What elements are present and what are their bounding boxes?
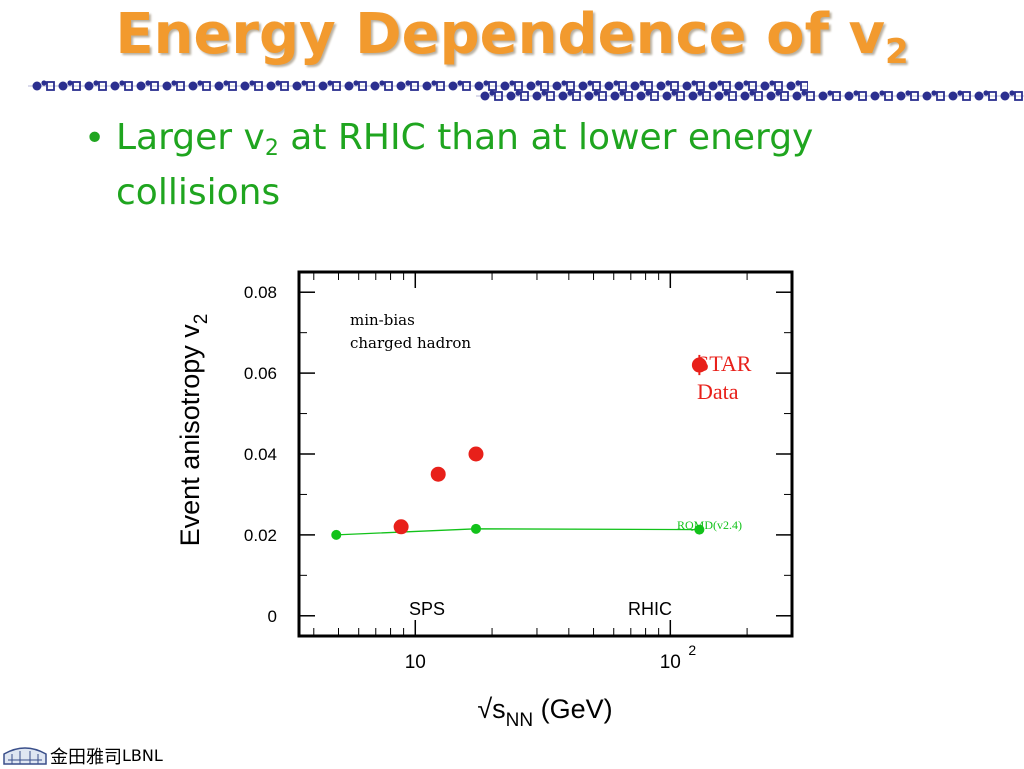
bullet-dot-icon: • — [84, 118, 106, 159]
x-axis-label-subscript: NN — [506, 710, 533, 730]
annotation-rhic: RHIC — [628, 599, 672, 619]
footer-lab-label: LBNL — [122, 746, 163, 765]
y-tick-label: 0.06 — [244, 364, 277, 383]
axis-tick-labels: 0 0.02 0.04 0.06 0.08 10 10 2 — [244, 283, 697, 673]
axis-ticks — [299, 272, 793, 636]
legend-star-line2: Data — [697, 379, 739, 404]
y-axis-label-subscript: 2 — [191, 314, 212, 325]
rqmd-line — [336, 528, 700, 536]
bullet-text-subscript: 2 — [264, 136, 279, 161]
x-axis-label: √sNN (GeV) — [477, 694, 612, 730]
band-pattern — [28, 80, 808, 91]
bullet-text: Larger v2 at RHIC than at lower energy c… — [116, 116, 976, 215]
footer: 金田雅司 LBNL — [0, 738, 240, 768]
y-axis-label: Event anisotropy v2 — [175, 314, 212, 547]
y-tick-label: 0.04 — [244, 445, 277, 464]
rqmd-point — [694, 524, 705, 535]
bullet-text-post: at RHIC than at lower energy collisions — [116, 117, 814, 213]
star-data-point — [393, 519, 409, 535]
star-data-point — [430, 466, 446, 482]
annotation-note-line1: min-bias — [350, 311, 415, 329]
rqmd-point — [470, 523, 481, 534]
footer-author-mark: 金田雅司 — [50, 747, 122, 768]
y-axis-label-text: Event anisotropy v — [175, 324, 205, 547]
title-underline-band-left — [28, 76, 808, 96]
slide-title-text: Energy Dependence of v — [115, 2, 885, 67]
annotation-note-line2: charged hadron — [350, 334, 471, 352]
y-tick-label: 0.02 — [244, 526, 277, 545]
bullet-text-pre: Larger v — [116, 117, 265, 158]
slide-title-subscript: 2 — [884, 32, 909, 72]
star-data-point — [691, 357, 707, 373]
y-tick-label: 0.08 — [244, 283, 277, 302]
title-underline-band-right — [476, 86, 1024, 106]
legend-rqmd-label: RQMD(v2.4) — [677, 518, 742, 532]
data-series — [331, 354, 707, 540]
x-tick-label: 10 — [660, 652, 681, 673]
legend-star-line1: STAR — [697, 351, 752, 376]
x-tick-label-exponent: 2 — [688, 642, 696, 658]
slide-title: Energy Dependence of v2 — [0, 2, 1024, 72]
annotation-sps: SPS — [409, 599, 445, 619]
y-tick-label: 0 — [268, 607, 277, 626]
rqmd-point — [331, 529, 342, 540]
x-axis-label-unit: (GeV) — [533, 694, 613, 724]
chart: 0 0.02 0.04 0.06 0.08 10 10 2 Event anisotropy … — [175, 270, 794, 730]
x-axis-label-text: √s — [477, 694, 505, 724]
x-tick-label: 10 — [405, 652, 426, 673]
band-pattern — [476, 90, 1024, 101]
lab-building-icon — [3, 747, 47, 765]
star-data-point — [468, 446, 484, 462]
